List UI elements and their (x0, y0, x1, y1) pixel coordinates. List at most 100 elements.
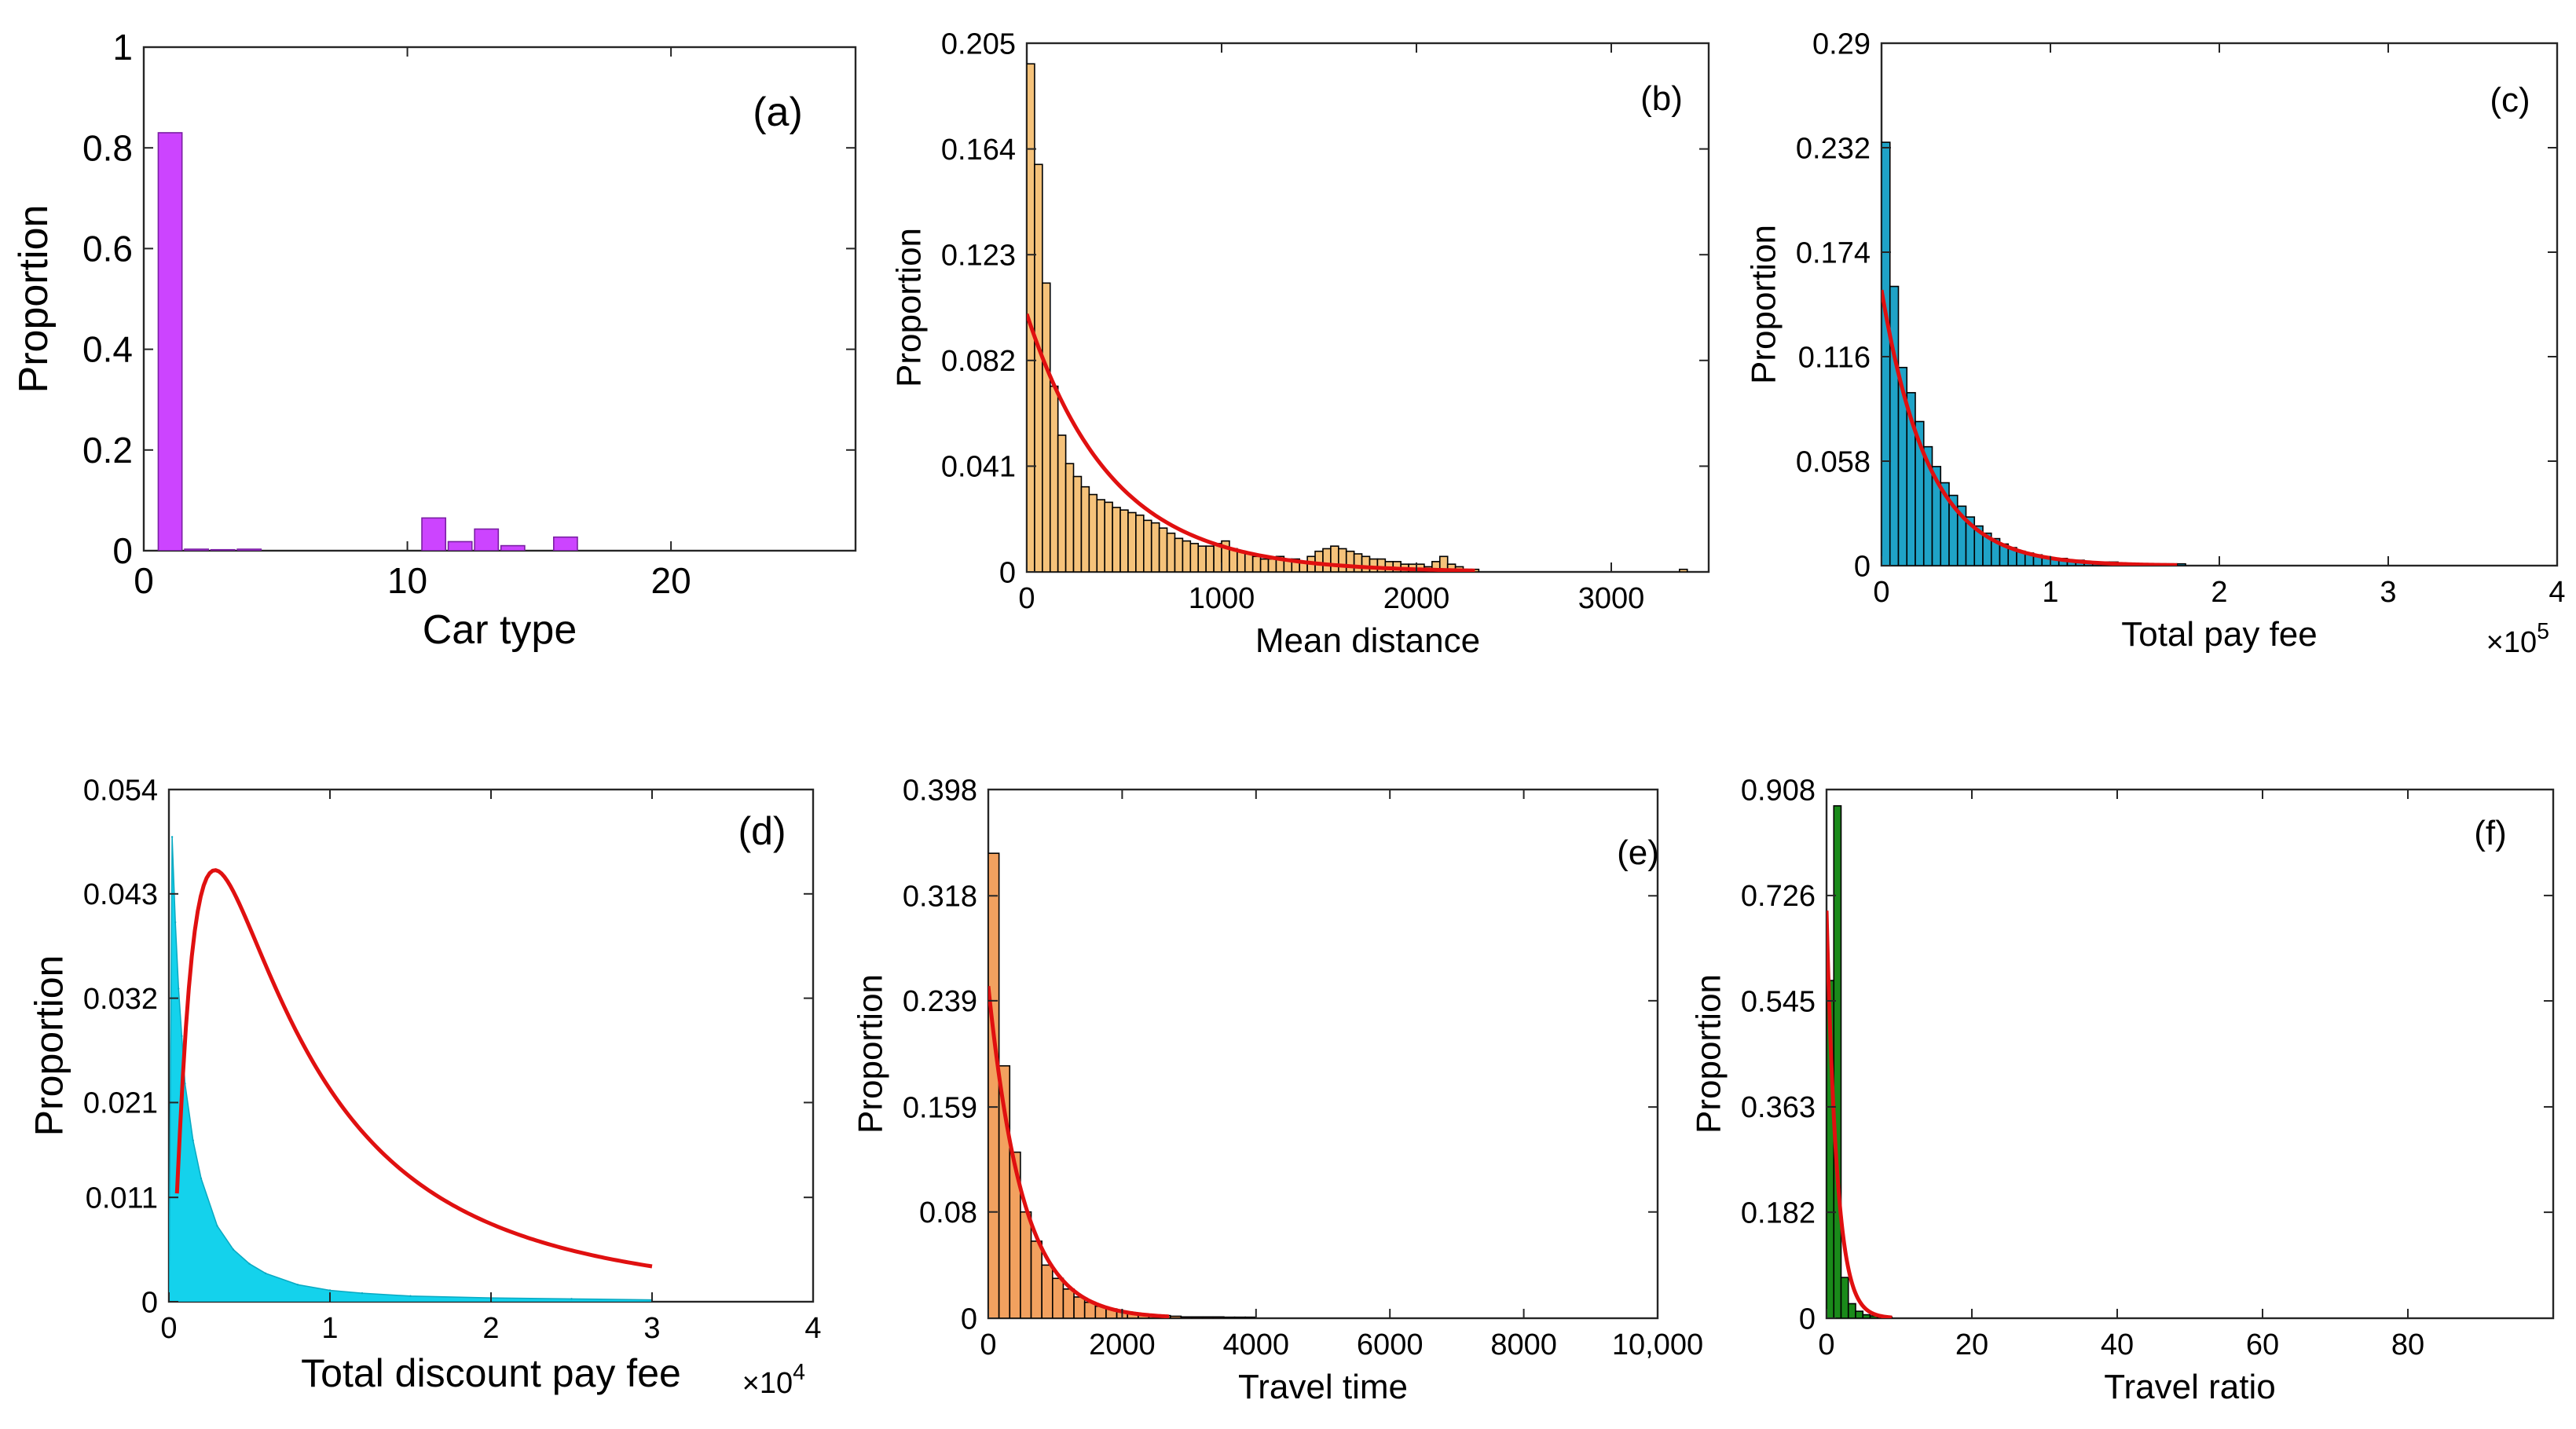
bar (1847, 1303, 1856, 1318)
bar (1073, 1296, 1086, 1318)
bar (1213, 543, 1222, 572)
bar (1049, 385, 1059, 572)
bar (1051, 1277, 1064, 1318)
y-tick-label: 0 (112, 530, 133, 571)
x-axis-label: Travel ratio (2104, 1368, 2275, 1406)
bar (1158, 527, 1168, 572)
bar (1833, 804, 1842, 1318)
bar (1112, 507, 1121, 572)
y-tick-label: 0.054 (83, 774, 158, 807)
y-tick-label: 0.058 (1796, 445, 1871, 478)
bar (1180, 1316, 1193, 1318)
x-tick-label: 0 (160, 1312, 177, 1345)
y-tick-label: 0 (999, 556, 1016, 589)
panel-c: 0 1 2 3 4 0 0.058 0.116 0.174 0.232 0.29 Total pay … (1744, 27, 2565, 659)
bar (1201, 1316, 1215, 1318)
bar (1338, 548, 1347, 572)
axis-exponent: ×105 (2486, 619, 2549, 659)
y-tick-label: 0.032 (83, 983, 158, 1016)
area-point (170, 836, 174, 838)
bar (1251, 555, 1262, 572)
bar (157, 132, 183, 551)
bar (1889, 285, 1900, 566)
bar (474, 528, 500, 551)
y-tick-label: 0.6 (82, 229, 133, 269)
y-tick-label: 0.021 (83, 1087, 158, 1120)
bar (1205, 545, 1215, 572)
fit-curve (1882, 289, 2178, 566)
x-tick-label: 0 (980, 1328, 996, 1361)
y-tick-label: 0 (141, 1286, 158, 1319)
area-point (570, 1298, 573, 1300)
bar (1041, 1264, 1053, 1318)
bar (1096, 499, 1106, 572)
y-axis-label: Proportion (27, 955, 71, 1137)
bar (552, 536, 578, 551)
bar (1057, 434, 1067, 572)
x-tick-label: 1 (2042, 576, 2058, 609)
bar (236, 548, 262, 551)
plot-area (1825, 788, 2555, 1320)
bar (1020, 1211, 1032, 1318)
plot-area (1025, 42, 1710, 573)
bar (1322, 548, 1332, 572)
y-tick-label: 0.116 (1798, 341, 1871, 374)
x-tick-label: 20 (651, 560, 691, 601)
bar (1679, 568, 1688, 572)
x-tick-label: 2 (482, 1312, 499, 1345)
bar (1862, 1314, 1871, 1318)
bar (1166, 532, 1176, 572)
exponent-base: ×10 (2486, 626, 2537, 659)
y-tick-label: 0.043 (83, 878, 158, 911)
area-point (216, 1225, 218, 1227)
fit-curve (1027, 313, 1475, 572)
bar (1267, 558, 1277, 572)
x-axis-label: Car type (423, 607, 577, 653)
plot-area (1880, 42, 2559, 567)
data-marks (169, 836, 654, 1302)
x-tick-label: 0 (1018, 582, 1035, 615)
y-tick-label: 0.4 (82, 329, 133, 370)
y-tick-label: 0 (1799, 1303, 1816, 1336)
y-tick-label: 0.318 (903, 881, 977, 914)
y-tick-label: 0.082 (941, 345, 1016, 378)
exponent-base: ×10 (742, 1367, 793, 1400)
bar (1361, 555, 1371, 572)
bar (1223, 1316, 1236, 1318)
bar (1143, 519, 1152, 572)
bar (1237, 550, 1246, 572)
y-tick-label: 0.182 (1741, 1196, 1816, 1229)
x-tick-label: 40 (2101, 1328, 2134, 1361)
y-axis-label: Proportion (851, 974, 889, 1134)
bar (1119, 509, 1129, 572)
y-tick-label: 0.159 (903, 1091, 977, 1124)
y-tick-label: 0.041 (941, 451, 1016, 484)
data-marks (988, 852, 1257, 1318)
bar (1229, 548, 1238, 572)
bar (988, 852, 1000, 1318)
x-tick-label: 6000 (1357, 1328, 1424, 1361)
y-tick-label: 0.123 (941, 240, 1016, 273)
panel-label: (b) (1640, 79, 1683, 118)
data-marks (157, 132, 578, 551)
x-tick-label: 0 (1818, 1328, 1834, 1361)
y-tick-label: 0.8 (82, 127, 133, 168)
x-tick-label: 2 (2211, 576, 2227, 609)
x-tick-label: 1000 (1189, 582, 1255, 615)
data-marks (1827, 804, 1894, 1318)
x-tick-label: 10,000 (1612, 1328, 1703, 1361)
area-point (264, 1272, 267, 1274)
x-tick-label: 0 (134, 560, 154, 601)
y-axis-label: Proportion (1689, 974, 1728, 1134)
bar (1233, 1316, 1246, 1318)
data-marks (1882, 141, 2186, 566)
bar (1244, 1316, 1257, 1318)
x-tick-label: 1 (321, 1312, 338, 1345)
y-tick-label: 0.398 (903, 774, 977, 807)
bar (1127, 511, 1137, 572)
y-tick-label: 0.29 (1812, 27, 1871, 60)
y-tick-label: 0.232 (1796, 132, 1871, 165)
y-tick-label: 1 (112, 27, 133, 68)
x-tick-label: 60 (2246, 1328, 2279, 1361)
